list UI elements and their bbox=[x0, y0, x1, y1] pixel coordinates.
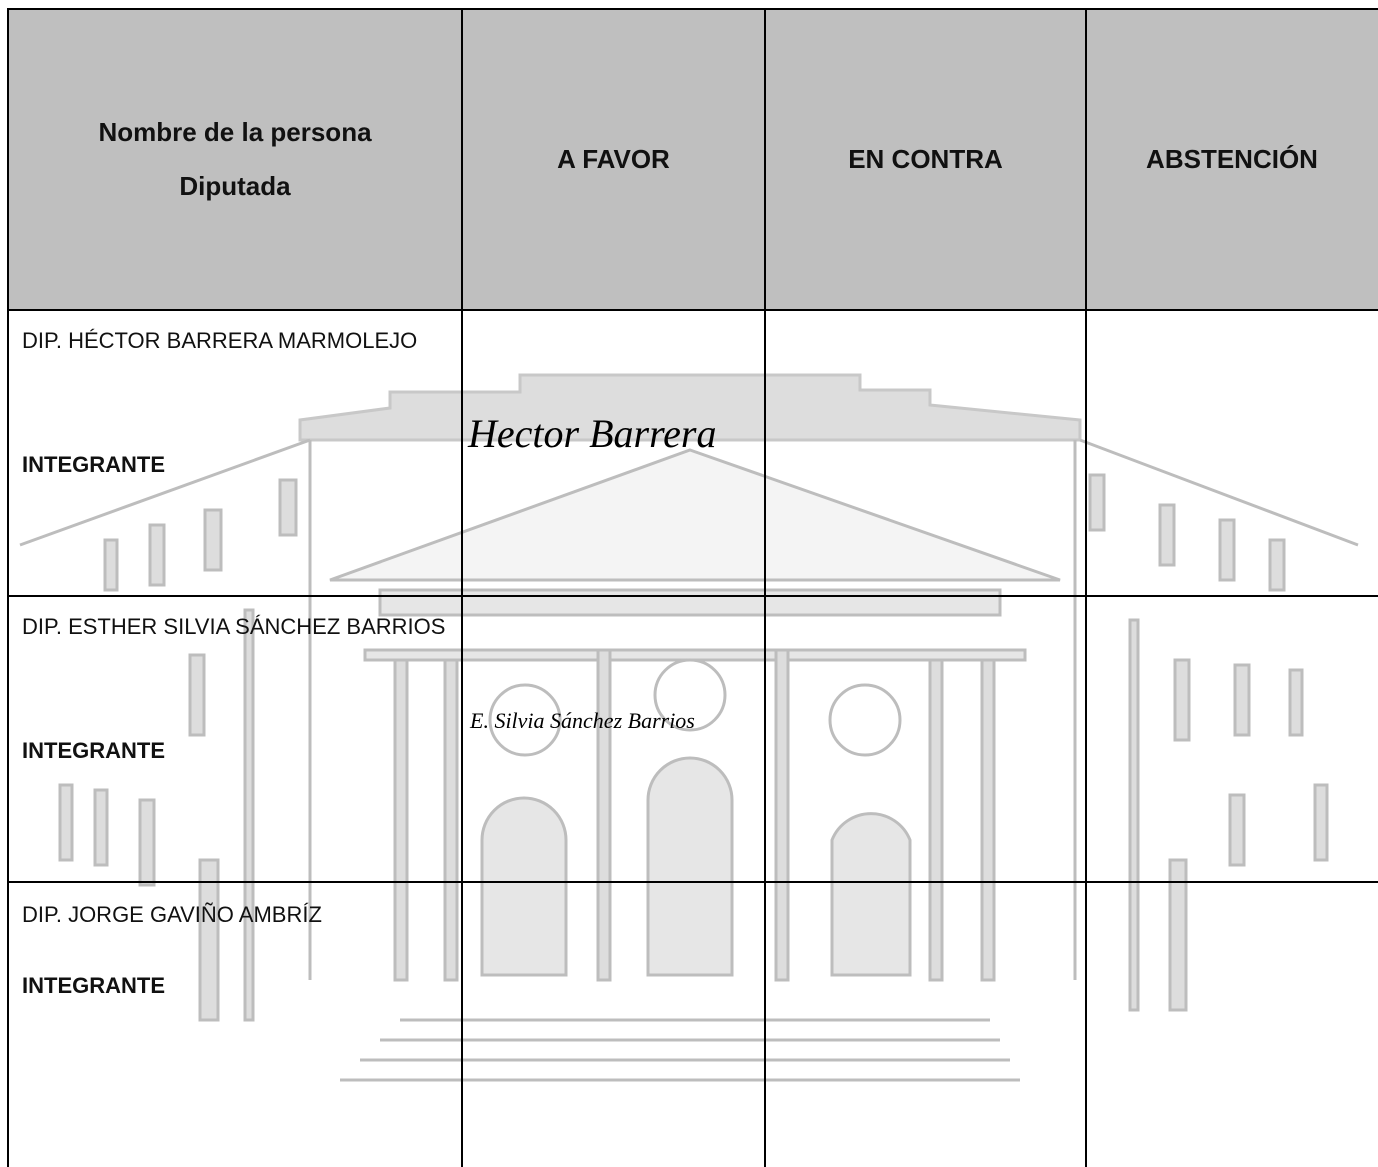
header-cell: A FAVOR bbox=[462, 8, 765, 310]
rule bbox=[8, 8, 1378, 10]
header-cell: EN CONTRA bbox=[765, 8, 1086, 310]
member-role: INTEGRANTE bbox=[22, 738, 165, 763]
member-name: DIP. HÉCTOR BARRERA MARMOLEJO bbox=[22, 328, 418, 353]
rule bbox=[1085, 8, 1087, 1167]
header-text: A FAVOR bbox=[557, 144, 670, 174]
rule bbox=[8, 309, 1378, 311]
header-text: Nombre de la persona Diputada bbox=[98, 117, 372, 201]
rule bbox=[764, 8, 766, 1167]
rule bbox=[461, 8, 463, 1167]
header-text: ABSTENCIÓN bbox=[1146, 144, 1318, 174]
member-name: DIP. JORGE GAVIÑO AMBRÍZ bbox=[22, 902, 322, 927]
member-name: DIP. ESTHER SILVIA SÁNCHEZ BARRIOS bbox=[22, 614, 446, 639]
signature: Hector Barrera bbox=[468, 411, 717, 456]
rule bbox=[8, 881, 1378, 883]
header-text: EN CONTRA bbox=[848, 144, 1003, 174]
header-cell: Nombre de la persona Diputada bbox=[8, 8, 462, 310]
member-role: INTEGRANTE bbox=[22, 973, 165, 998]
signature: E. Silvia Sánchez Barrios bbox=[470, 708, 695, 733]
member-role: INTEGRANTE bbox=[22, 452, 165, 477]
rule bbox=[8, 595, 1378, 597]
header-cell: ABSTENCIÓN bbox=[1086, 8, 1378, 310]
rule bbox=[7, 8, 9, 1167]
